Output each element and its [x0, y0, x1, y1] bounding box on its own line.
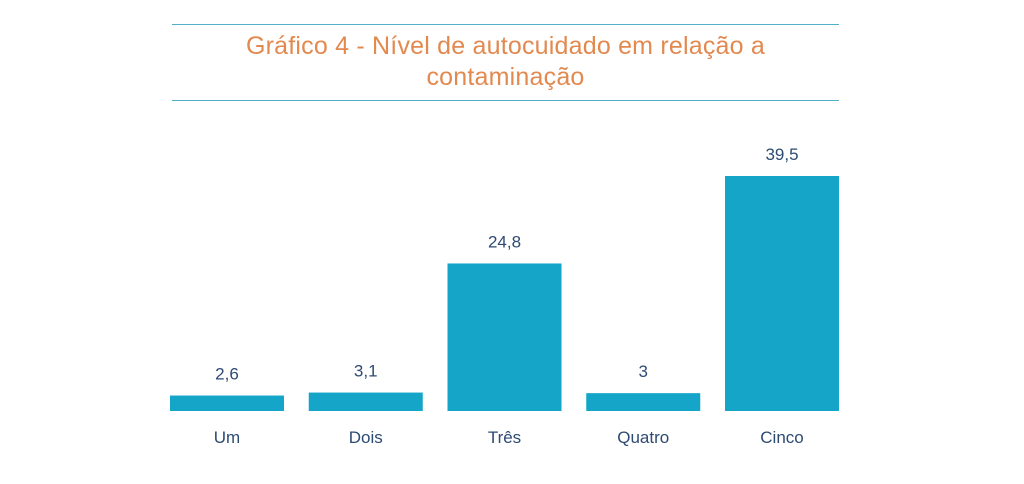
value-label-dois: 3,1 — [354, 362, 378, 381]
chart-title: Gráfico 4 - Nível de autocuidado em rela… — [246, 32, 765, 91]
value-label-tres: 24,8 — [488, 232, 521, 251]
value-label-um: 2,6 — [215, 365, 239, 384]
bar-quatro — [586, 393, 701, 411]
bar-cinco — [725, 176, 839, 411]
category-label-quatro: Quatro — [617, 428, 669, 447]
bar-um — [170, 395, 284, 411]
bar-tres — [447, 263, 562, 411]
value-label-cinco: 39,5 — [765, 145, 798, 164]
category-label-tres: Três — [488, 428, 521, 447]
bar-dois — [308, 392, 423, 411]
value-label-quatro: 3 — [639, 362, 648, 381]
title-bottom-rule — [172, 100, 839, 101]
category-label-um: Um — [214, 428, 240, 447]
title-top-rule — [172, 24, 839, 25]
category-label-dois: Dois — [349, 428, 383, 447]
category-label-cinco: Cinco — [760, 428, 803, 447]
